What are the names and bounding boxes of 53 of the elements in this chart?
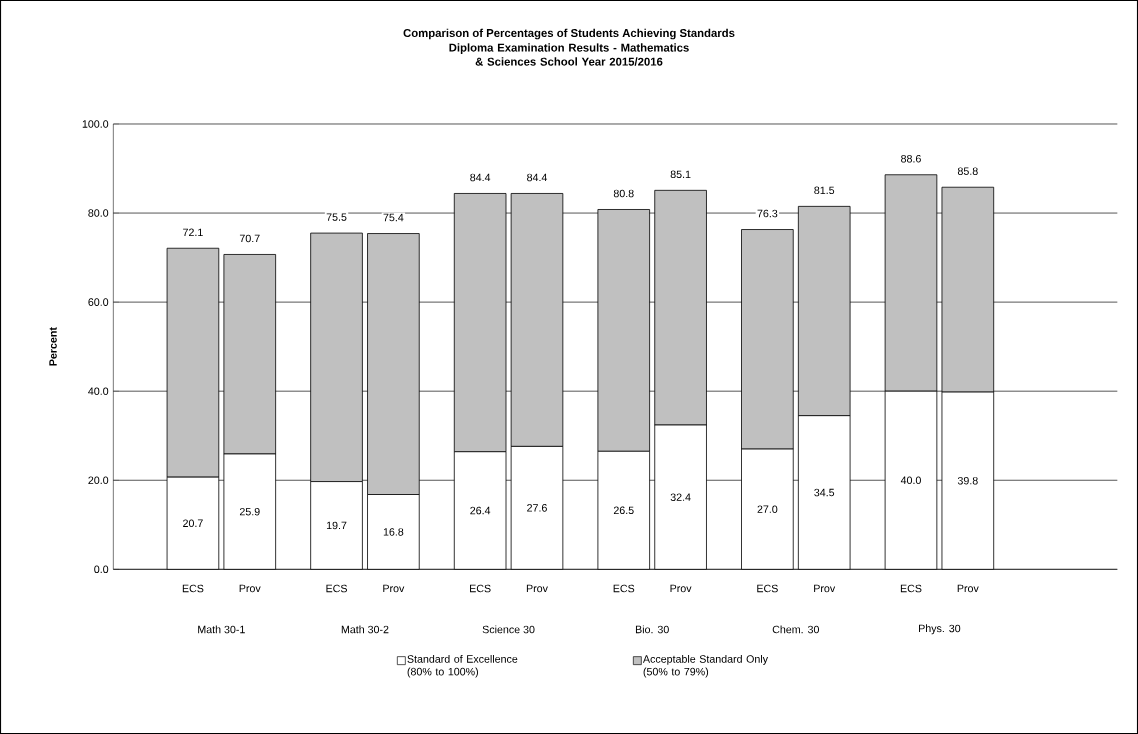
x-tick-label: ECS [470, 584, 491, 593]
x-tick-label: Prov [239, 584, 261, 593]
x-tick-label: Prov [383, 584, 405, 593]
total-label: 72.1 [183, 228, 203, 236]
text: Phys. 30 [919, 624, 961, 635]
x-tick-label: ECS [757, 584, 778, 593]
data-label: 39.8 [957, 476, 978, 485]
data-label: 40.0 [900, 476, 921, 485]
data-label: 32.4 [670, 493, 691, 501]
text: Science 30 [482, 625, 535, 634]
data-label: 27.0 [757, 505, 778, 513]
total-label: 84.4 [470, 173, 491, 182]
x-tick-label: ECS [182, 584, 204, 593]
y-axis-title: Percent [49, 327, 57, 366]
x-tick-label: Prov [957, 584, 979, 593]
data-label: 27.6 [527, 504, 547, 512]
data-label: 26.4 [470, 506, 491, 515]
data-label: 19.7 [326, 521, 347, 530]
x-tick-label: Prov [814, 584, 836, 593]
x-tick-label: ECS [900, 584, 922, 593]
total-label: 88.6 [901, 154, 921, 163]
data-label: 20.7 [183, 519, 203, 527]
y-tick-label: 0.0 [94, 565, 109, 574]
text: Math 30-2 [341, 625, 389, 634]
y-tick-label: 80.0 [88, 209, 109, 217]
total-label: 80.8 [613, 189, 634, 198]
total-label: 85.1 [670, 170, 691, 179]
total-label: 85.8 [957, 167, 978, 175]
data-label: 25.9 [239, 507, 260, 516]
text: Bio. 30 [635, 625, 669, 634]
total-label: 76.3 [757, 209, 778, 218]
legend-label: Acceptable Standard Only (50% to 79%) [642, 654, 769, 678]
text: Math 30-1 [198, 625, 245, 634]
y-tick-label: 60.0 [88, 298, 109, 306]
y-tick-label: 100.0 [82, 120, 109, 128]
data-label: 34.5 [814, 488, 835, 497]
x-tick-label: ECS [326, 584, 348, 593]
chart-title: Comparison of Percentages of Students Achieving Standards [403, 28, 735, 40]
data-label: 16.8 [383, 528, 404, 536]
data-label: 26.5 [613, 506, 634, 515]
total-label: 70.7 [239, 234, 260, 243]
x-tick-label: Prov [670, 584, 692, 593]
total-label: 84.4 [527, 173, 548, 182]
total-label: 75.4 [383, 213, 404, 222]
x-tick-label: ECS [613, 584, 635, 593]
x-tick-label: Prov [526, 584, 548, 593]
y-tick-label: 20.0 [88, 476, 109, 485]
text: Chem. 30 [772, 625, 819, 634]
total-label: 75.5 [326, 213, 347, 221]
total-label: 81.5 [814, 186, 835, 195]
y-tick-label: 40.0 [88, 387, 109, 395]
chart-subtitle: Diploma Examination Results - Mathematics & Sciences School Year 2015/2016 [449, 43, 689, 66]
legend-label: Standard of Excellence (80% to 100%) [407, 654, 518, 678]
